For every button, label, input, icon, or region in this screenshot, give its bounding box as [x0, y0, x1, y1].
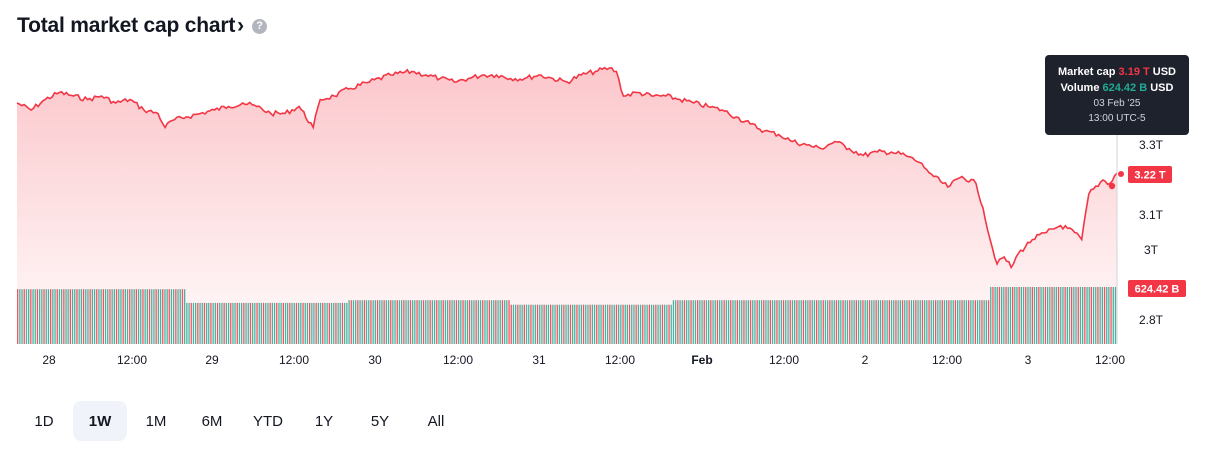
- chevron-right-icon[interactable]: ›: [237, 14, 245, 37]
- last-price-dot: [1118, 171, 1124, 177]
- page-title[interactable]: Total market cap chart: [17, 14, 236, 37]
- x-tick-label: 12:00: [769, 353, 799, 367]
- timeframe-tabs: 1D 1W 1M 6M YTD 1Y 5Y All: [17, 401, 465, 441]
- x-tick-label: 12:00: [605, 353, 635, 367]
- help-icon[interactable]: ?: [252, 18, 268, 34]
- market-cap-area: [17, 67, 1117, 344]
- x-tick-label: 12:00: [117, 353, 147, 367]
- y-tick-label: 3.3T: [1139, 138, 1164, 152]
- hover-dot: [1108, 182, 1116, 190]
- chart-tooltip: Market cap 3.19 T USD Volume 624.42 B US…: [1045, 55, 1189, 135]
- tab-1m[interactable]: 1M: [145, 412, 167, 430]
- tab-ytd[interactable]: YTD: [253, 412, 283, 430]
- tab-all[interactable]: All: [427, 412, 445, 430]
- tab-1w[interactable]: 1W: [73, 401, 127, 441]
- tooltip-mcap-value: 3.19 T: [1118, 66, 1150, 78]
- price-badge-label: 3.22 T: [1134, 170, 1165, 182]
- price-badge: 3.22 T: [1128, 166, 1172, 183]
- x-tick-label: 29: [205, 353, 219, 367]
- volume-badge-label: 624.42 B: [1135, 284, 1180, 296]
- y-tick-label: 2.8T: [1139, 313, 1164, 327]
- x-tick-label: 2: [862, 353, 869, 367]
- x-tick-label: 3: [1025, 353, 1032, 367]
- x-tick-label: 12:00: [279, 353, 309, 367]
- x-tick-label: 31: [532, 353, 546, 367]
- x-tick-label: 12:00: [443, 353, 473, 367]
- tab-1y[interactable]: 1Y: [314, 412, 334, 430]
- tab-1d[interactable]: 1D: [34, 412, 54, 430]
- x-tick-label: 12:00: [1095, 353, 1125, 367]
- volume-badge: 624.42 B: [1128, 280, 1186, 297]
- tooltip-vol-label: Volume: [1060, 82, 1100, 94]
- x-tick-label: 30: [368, 353, 382, 367]
- tab-6m[interactable]: 6M: [201, 412, 223, 430]
- tooltip-mcap-label: Market cap: [1057, 66, 1116, 78]
- y-tick-label: 3T: [1144, 243, 1159, 257]
- market-cap-chart[interactable]: 2.8T 3T 3.1T 3.3T 28 12:00 29 12:00 30 12:00 31 12…: [0, 0, 1206, 380]
- tooltip-mcap-unit: USD: [1152, 66, 1177, 78]
- x-tick-label: 12:00: [932, 353, 962, 367]
- chart-header: Total market cap chart › ?: [17, 14, 268, 38]
- market-cap-line: [16, 66, 1118, 270]
- x-tick-label: 28: [42, 353, 56, 367]
- x-tick-label: Feb: [691, 353, 712, 367]
- tab-5y[interactable]: 5Y: [370, 412, 390, 430]
- tooltip-vol-unit: USD: [1150, 82, 1174, 94]
- y-tick-label: 3.1T: [1139, 208, 1164, 222]
- tooltip-vol-value: 624.42 B: [1102, 82, 1148, 94]
- tooltip-time: 13:00 UTC-5: [1088, 113, 1146, 124]
- tooltip-date: 03 Feb '25: [1093, 98, 1141, 109]
